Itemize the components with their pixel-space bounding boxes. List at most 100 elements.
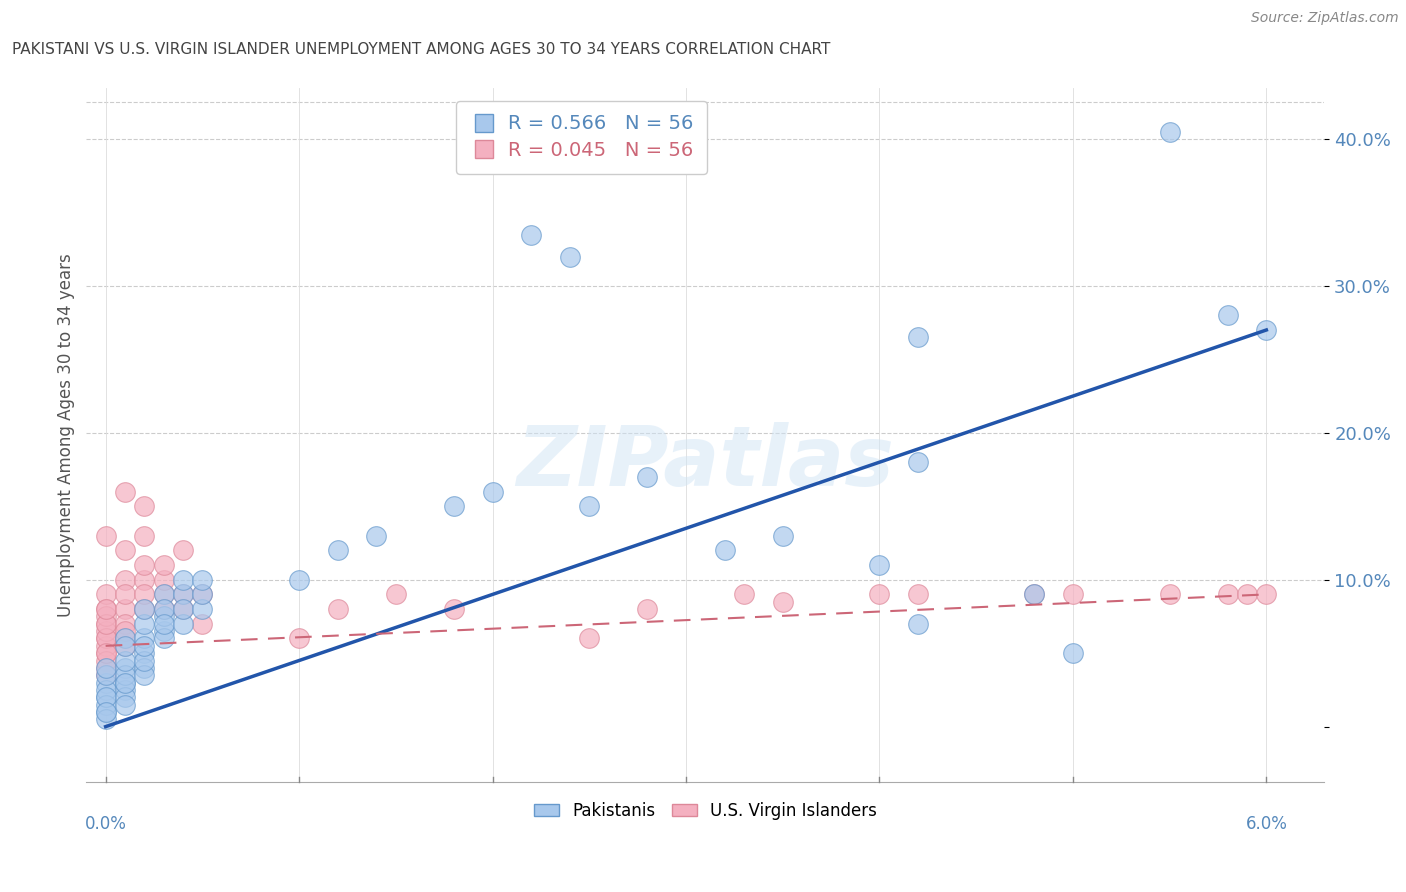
Point	[94, 668, 117, 682]
Point	[94, 705, 117, 719]
Point	[134, 529, 156, 543]
Point	[94, 609, 117, 624]
Point	[134, 587, 156, 601]
Point	[578, 500, 600, 514]
Point	[907, 330, 929, 344]
Point	[94, 698, 117, 712]
Point	[443, 602, 465, 616]
Point	[134, 558, 156, 572]
Point	[134, 653, 156, 667]
Point	[1024, 587, 1046, 601]
Point	[114, 632, 136, 646]
Point	[191, 587, 214, 601]
Point	[1256, 323, 1278, 337]
Point	[134, 602, 156, 616]
Point	[114, 690, 136, 705]
Point	[907, 587, 929, 601]
Point	[152, 609, 174, 624]
Point	[481, 484, 503, 499]
Point	[869, 587, 891, 601]
Point	[172, 543, 194, 558]
Legend: Pakistanis, U.S. Virgin Islanders: Pakistanis, U.S. Virgin Islanders	[527, 795, 884, 826]
Point	[114, 484, 136, 499]
Point	[636, 602, 658, 616]
Point	[114, 682, 136, 697]
Point	[443, 500, 465, 514]
Point	[94, 661, 117, 675]
Point	[114, 661, 136, 675]
Point	[114, 632, 136, 646]
Point	[134, 500, 156, 514]
Point	[94, 705, 117, 719]
Point	[366, 529, 388, 543]
Point	[172, 573, 194, 587]
Point	[152, 602, 174, 616]
Point	[907, 455, 929, 469]
Point	[326, 602, 349, 616]
Point	[326, 543, 349, 558]
Point	[520, 227, 543, 242]
Point	[94, 602, 117, 616]
Point	[134, 602, 156, 616]
Point	[134, 616, 156, 631]
Point	[114, 639, 136, 653]
Point	[191, 602, 214, 616]
Point	[191, 573, 214, 587]
Point	[94, 616, 117, 631]
Point	[134, 661, 156, 675]
Point	[94, 675, 117, 690]
Point	[134, 646, 156, 660]
Point	[152, 558, 174, 572]
Point	[94, 646, 117, 660]
Point	[114, 543, 136, 558]
Point	[172, 602, 194, 616]
Point	[152, 587, 174, 601]
Point	[94, 661, 117, 675]
Point	[172, 602, 194, 616]
Point	[94, 690, 117, 705]
Point	[94, 712, 117, 726]
Point	[191, 616, 214, 631]
Point	[94, 587, 117, 601]
Point	[772, 529, 794, 543]
Point	[191, 587, 214, 601]
Text: ZIPatlas: ZIPatlas	[516, 422, 894, 503]
Text: 6.0%: 6.0%	[1246, 814, 1288, 833]
Point	[94, 624, 117, 639]
Point	[288, 573, 311, 587]
Y-axis label: Unemployment Among Ages 30 to 34 years: Unemployment Among Ages 30 to 34 years	[58, 253, 75, 617]
Point	[114, 698, 136, 712]
Point	[869, 558, 891, 572]
Point	[134, 668, 156, 682]
Point	[1216, 308, 1239, 322]
Point	[114, 675, 136, 690]
Point	[152, 573, 174, 587]
Point	[94, 690, 117, 705]
Point	[172, 616, 194, 631]
Point	[152, 632, 174, 646]
Text: Source: ZipAtlas.com: Source: ZipAtlas.com	[1251, 11, 1399, 25]
Text: PAKISTANI VS U.S. VIRGIN ISLANDER UNEMPLOYMENT AMONG AGES 30 TO 34 YEARS CORRELA: PAKISTANI VS U.S. VIRGIN ISLANDER UNEMPL…	[13, 42, 831, 56]
Point	[1062, 646, 1084, 660]
Point	[94, 639, 117, 653]
Point	[558, 250, 581, 264]
Point	[172, 587, 194, 601]
Point	[114, 602, 136, 616]
Point	[94, 632, 117, 646]
Point	[907, 616, 929, 631]
Point	[114, 675, 136, 690]
Point	[1024, 587, 1046, 601]
Point	[772, 595, 794, 609]
Point	[94, 616, 117, 631]
Point	[578, 632, 600, 646]
Point	[134, 573, 156, 587]
Point	[134, 639, 156, 653]
Point	[1236, 587, 1258, 601]
Point	[94, 646, 117, 660]
Point	[94, 653, 117, 667]
Point	[172, 587, 194, 601]
Point	[114, 639, 136, 653]
Point	[94, 668, 117, 682]
Point	[636, 470, 658, 484]
Point	[114, 587, 136, 601]
